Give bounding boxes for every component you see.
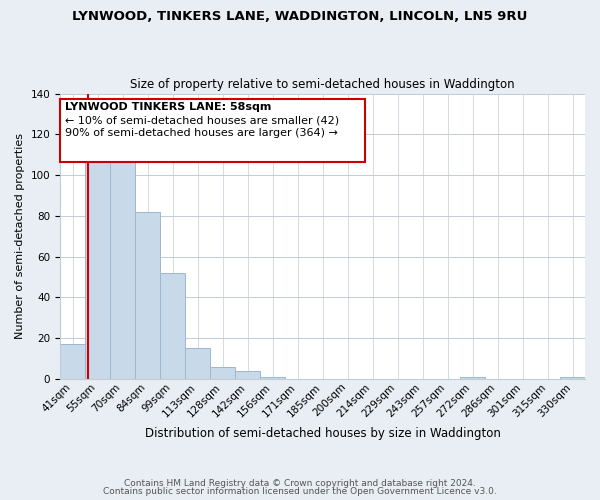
Y-axis label: Number of semi-detached properties: Number of semi-detached properties	[15, 134, 25, 340]
Text: ← 10% of semi-detached houses are smaller (42): ← 10% of semi-detached houses are smalle…	[65, 116, 339, 126]
X-axis label: Distribution of semi-detached houses by size in Waddington: Distribution of semi-detached houses by …	[145, 427, 500, 440]
Bar	[160, 273, 185, 379]
Bar	[110, 142, 135, 379]
Text: 90% of semi-detached houses are larger (364) →: 90% of semi-detached houses are larger (…	[65, 128, 338, 138]
Bar	[85, 140, 110, 379]
Bar	[135, 212, 160, 379]
Bar	[60, 344, 85, 379]
Bar	[260, 377, 285, 379]
Text: Contains HM Land Registry data © Crown copyright and database right 2024.: Contains HM Land Registry data © Crown c…	[124, 478, 476, 488]
Bar	[185, 348, 210, 379]
Title: Size of property relative to semi-detached houses in Waddington: Size of property relative to semi-detach…	[130, 78, 515, 91]
Text: LYNWOOD, TINKERS LANE, WADDINGTON, LINCOLN, LN5 9RU: LYNWOOD, TINKERS LANE, WADDINGTON, LINCO…	[73, 10, 527, 23]
Text: LYNWOOD TINKERS LANE: 58sqm: LYNWOOD TINKERS LANE: 58sqm	[65, 102, 271, 113]
Bar	[235, 371, 260, 379]
Bar	[560, 377, 585, 379]
Text: Contains public sector information licensed under the Open Government Licence v3: Contains public sector information licen…	[103, 487, 497, 496]
Bar	[460, 377, 485, 379]
Bar	[210, 367, 235, 379]
